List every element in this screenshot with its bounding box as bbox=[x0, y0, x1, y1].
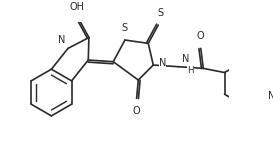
Text: N: N bbox=[58, 35, 66, 45]
Text: N: N bbox=[268, 91, 273, 101]
Text: N: N bbox=[182, 54, 189, 64]
Text: N: N bbox=[159, 58, 167, 68]
Text: S: S bbox=[157, 8, 163, 18]
Text: H: H bbox=[188, 66, 194, 75]
Text: OH: OH bbox=[70, 2, 85, 12]
Text: O: O bbox=[133, 106, 140, 116]
Text: O: O bbox=[197, 31, 204, 41]
Text: S: S bbox=[121, 22, 127, 32]
